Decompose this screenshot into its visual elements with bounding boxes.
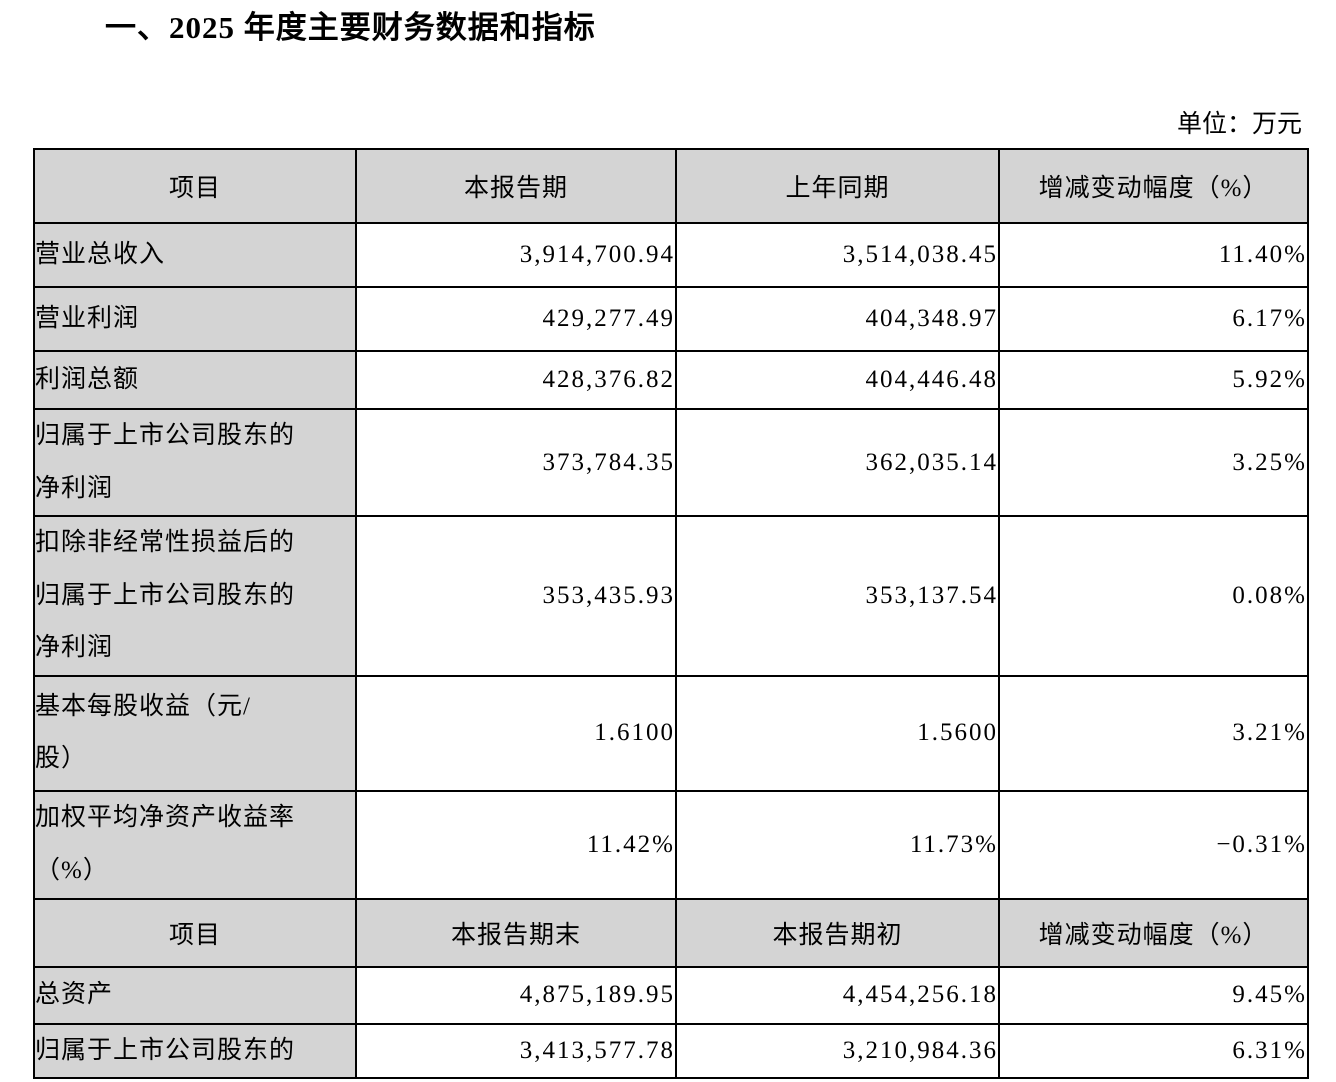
- value-cell: 373,784.35: [355, 408, 677, 517]
- item-cell: 营业利润: [33, 286, 357, 352]
- financial-table: 项目 本报告期 上年同期 增减变动幅度（%） 营业总收入 3,914,700.9…: [33, 148, 1309, 1079]
- value-cell: 4,875,189.95: [355, 965, 677, 1025]
- item-cell: 归属于上市公司股东的: [33, 1022, 357, 1079]
- value-cell: 353,137.54: [675, 515, 1000, 677]
- item-cell: 归属于上市公司股东的 净利润: [33, 408, 357, 517]
- value-cell: 3,210,984.36: [675, 1022, 1000, 1079]
- value-cell: 429,277.49: [355, 286, 677, 352]
- header-item: 项目: [33, 148, 357, 224]
- change-cell: 3.21%: [998, 674, 1309, 792]
- value-cell: 353,435.93: [355, 515, 677, 677]
- change-cell: 6.31%: [998, 1022, 1309, 1079]
- header-change-pct: 增减变动幅度（%）: [998, 897, 1309, 968]
- item-cell: 利润总额: [33, 350, 357, 410]
- value-cell: 1.5600: [675, 674, 1000, 792]
- table-row: 总资产 4,875,189.95 4,454,256.18 9.45%: [33, 965, 1309, 1025]
- table-row: 加权平均净资产收益率 （%） 11.42% 11.73% −0.31%: [33, 789, 1309, 900]
- table-row: 归属于上市公司股东的 净利润 373,784.35 362,035.14 3.2…: [33, 408, 1309, 517]
- unit-label: 单位：万元: [1176, 111, 1302, 138]
- change-cell: −0.31%: [998, 789, 1309, 900]
- header-period-begin: 本报告期初: [675, 897, 1000, 968]
- value-cell: 428,376.82: [355, 350, 677, 410]
- value-cell: 362,035.14: [675, 408, 1000, 517]
- value-cell: 3,413,577.78: [355, 1022, 677, 1079]
- value-cell: 404,446.48: [675, 350, 1000, 410]
- header-period-end: 本报告期末: [355, 897, 677, 968]
- section-title: 一、2025 年度主要财务数据和指标: [105, 10, 596, 45]
- table-row: 归属于上市公司股东的 3,413,577.78 3,210,984.36 6.3…: [33, 1022, 1309, 1079]
- header-prior-period: 上年同期: [675, 148, 1000, 224]
- change-cell: 5.92%: [998, 350, 1309, 410]
- table-row: 营业总收入 3,914,700.94 3,514,038.45 11.40%: [33, 222, 1309, 288]
- value-cell: 3,514,038.45: [675, 222, 1000, 288]
- header-current-period: 本报告期: [355, 148, 677, 224]
- item-cell: 总资产: [33, 965, 357, 1025]
- table-row: 基本每股收益（元/ 股） 1.6100 1.5600 3.21%: [33, 674, 1309, 792]
- value-cell: 404,348.97: [675, 286, 1000, 352]
- value-cell: 3,914,700.94: [355, 222, 677, 288]
- change-cell: 6.17%: [998, 286, 1309, 352]
- header-change-pct: 增减变动幅度（%）: [998, 148, 1309, 224]
- change-cell: 3.25%: [998, 408, 1309, 517]
- table-header-row-period: 项目 本报告期 上年同期 增减变动幅度（%）: [33, 148, 1309, 224]
- item-cell: 基本每股收益（元/ 股）: [33, 674, 357, 792]
- table-header-row-balance: 项目 本报告期末 本报告期初 增减变动幅度（%）: [33, 897, 1309, 968]
- value-cell: 1.6100: [355, 674, 677, 792]
- item-cell: 扣除非经常性损益后的 归属于上市公司股东的 净利润: [33, 515, 357, 677]
- header-item: 项目: [33, 897, 357, 968]
- value-cell: 11.73%: [675, 789, 1000, 900]
- change-cell: 0.08%: [998, 515, 1309, 677]
- item-cell: 营业总收入: [33, 222, 357, 288]
- value-cell: 4,454,256.18: [675, 965, 1000, 1025]
- table-row: 扣除非经常性损益后的 归属于上市公司股东的 净利润 353,435.93 353…: [33, 515, 1309, 677]
- change-cell: 9.45%: [998, 965, 1309, 1025]
- value-cell: 11.42%: [355, 789, 677, 900]
- table-row: 营业利润 429,277.49 404,348.97 6.17%: [33, 286, 1309, 352]
- table-row: 利润总额 428,376.82 404,446.48 5.92%: [33, 350, 1309, 410]
- item-cell: 加权平均净资产收益率 （%）: [33, 789, 357, 900]
- change-cell: 11.40%: [998, 222, 1309, 288]
